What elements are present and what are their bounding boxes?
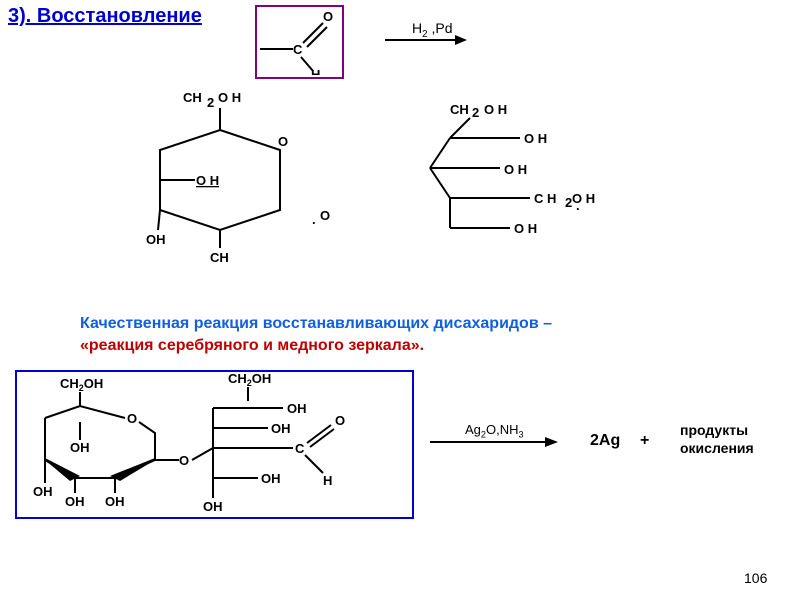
section-title: 3). Восстановление <box>8 5 202 28</box>
svg-text:OH: OH <box>105 494 125 509</box>
svg-text:OH: OH <box>146 232 166 247</box>
svg-text:OH: OH <box>33 484 53 499</box>
svg-text:O H: O H <box>218 90 241 105</box>
svg-text:O: O <box>278 134 288 149</box>
svg-text:C: C <box>293 42 303 57</box>
svg-text:O H: O H <box>504 162 527 177</box>
product-text-line2: окисления <box>680 440 754 456</box>
aldehyde-structure: C O H <box>255 5 340 75</box>
subtitle-line2: «реакция серебряного и медного зеркала». <box>80 337 424 355</box>
plus-label: + <box>640 432 649 450</box>
svg-text:2: 2 <box>472 105 479 120</box>
svg-text:O: O <box>335 413 345 428</box>
subtitle-line1: Качественная реакция восстанавливающих д… <box>80 315 552 333</box>
product-structures: CH 2 O H O O H OH CH . O CH 2 O H O H O … <box>120 90 680 280</box>
svg-text:OH: OH <box>287 401 307 416</box>
svg-text:O H: O H <box>524 131 547 146</box>
svg-text:2: 2 <box>207 95 214 110</box>
svg-text:H: H <box>323 473 332 488</box>
svg-text:CH: CH <box>210 250 229 265</box>
ch2oh-label-2: CH2OH <box>228 371 271 388</box>
svg-text:O: O <box>323 9 333 24</box>
product-text-line1: продукты <box>680 422 748 438</box>
svg-text:.: . <box>312 212 316 227</box>
reduction-arrow-icon <box>385 30 475 50</box>
tollens-arrow-icon <box>430 432 570 452</box>
svg-text:H: H <box>311 67 320 75</box>
page-number: 106 <box>744 570 767 586</box>
svg-text:.: . <box>576 198 580 213</box>
disaccharide-structure: CH2OH O OH OH OH OH O CH2OH OH OH OH OH <box>15 370 410 515</box>
svg-text:O: O <box>179 453 189 468</box>
svg-text:O: O <box>127 411 137 426</box>
svg-text:CH: CH <box>450 102 469 117</box>
ring-ch2oh-1: CH <box>183 90 202 105</box>
svg-text:OH: OH <box>70 440 90 455</box>
svg-text:C H: C H <box>534 191 556 206</box>
svg-text:OH: OH <box>271 421 291 436</box>
svg-text:OH: OH <box>65 494 85 509</box>
product-silver-label: 2Ag <box>590 432 620 450</box>
svg-text:O H: O H <box>514 221 537 236</box>
svg-text:C: C <box>295 441 305 456</box>
ch2oh-label-1: CH2OH <box>60 376 103 393</box>
svg-text:O H: O H <box>484 102 507 117</box>
svg-text:OH: OH <box>261 471 281 486</box>
svg-text:CH: CH <box>183 90 202 105</box>
svg-text:OH: OH <box>203 499 223 514</box>
svg-text:O: O <box>320 208 330 223</box>
svg-text:O H: O H <box>196 173 219 188</box>
